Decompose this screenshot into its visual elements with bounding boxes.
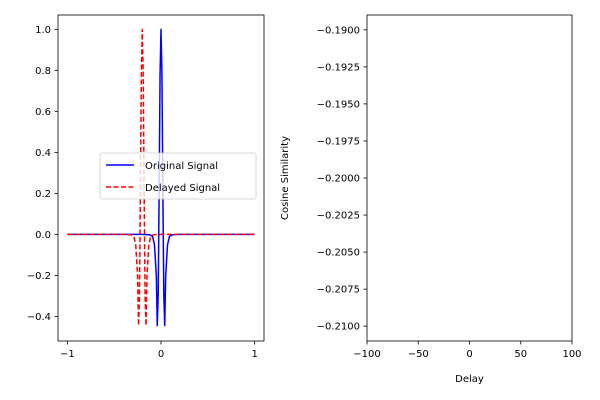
signal-y-tick-label: 0.8 [35, 66, 51, 77]
similarity-y-tick-label: −0.1925 [317, 62, 360, 73]
signal-axes: −1 0 1 −0.4 −0.2 0.0 0.2 0.4 0.6 0.8 1.0 Original … [27, 14, 265, 360]
signal-y-tick-label: 0.0 [35, 230, 51, 241]
similarity-axes-ticks: −100 −50 0 50 100 −0.2100 −0.2075 −0.2050 −0.202… [317, 25, 582, 360]
similarity-x-tick-label: −100 [353, 349, 380, 360]
similarity-y-tick-label: −0.2050 [317, 248, 360, 259]
similarity-x-tick-label: −50 [408, 349, 429, 360]
signal-y-tick-label: −0.4 [27, 312, 51, 323]
similarity-y-tick-label: −0.2025 [317, 211, 360, 222]
legend-label-original: Original Signal [145, 161, 218, 172]
similarity-y-tick-label: −0.1900 [317, 25, 360, 36]
signal-y-tick-label: 1.0 [35, 25, 51, 36]
similarity-x-tick-label: 0 [466, 349, 472, 360]
similarity-x-tick-label: 100 [562, 349, 581, 360]
similarity-y-tick-label: −0.2100 [317, 322, 360, 333]
y-axis-label: Cosine Similarity [280, 136, 291, 220]
signal-y-tick-label: 0.4 [35, 148, 51, 159]
signal-y-tick-label: −0.2 [27, 271, 51, 282]
legend-frame [99, 152, 257, 200]
similarity-x-tick-label: 50 [514, 349, 527, 360]
signal-x-tick-label: 0 [158, 349, 164, 360]
signal-x-tick-label: 1 [251, 349, 257, 360]
x-axis-label: Delay [455, 374, 484, 385]
similarity-axes: −100 −50 0 50 100 −0.2100 −0.2075 −0.2050 −0.202… [280, 14, 582, 385]
legend: Original Signal Delayed Signal [99, 152, 257, 200]
signal-axes-ticks: −1 0 1 −0.4 −0.2 0.0 0.2 0.4 0.6 0.8 1.0 [27, 25, 258, 360]
similarity-y-tick-label: −0.2075 [317, 285, 360, 296]
signal-y-tick-label: 0.2 [35, 189, 51, 200]
signal-series-line-1 [67, 28, 255, 327]
signal-plot-area [67, 28, 255, 327]
legend-label-delayed: Delayed Signal [145, 183, 220, 194]
signal-y-tick-label: 0.6 [35, 107, 51, 118]
signal-series-line-2 [67, 28, 255, 327]
signal-x-tick-label: −1 [60, 349, 75, 360]
similarity-y-tick-label: −0.1950 [317, 99, 360, 110]
similarity-y-tick-label: −0.1975 [317, 136, 360, 147]
similarity-y-tick-label: −0.2000 [317, 174, 360, 185]
